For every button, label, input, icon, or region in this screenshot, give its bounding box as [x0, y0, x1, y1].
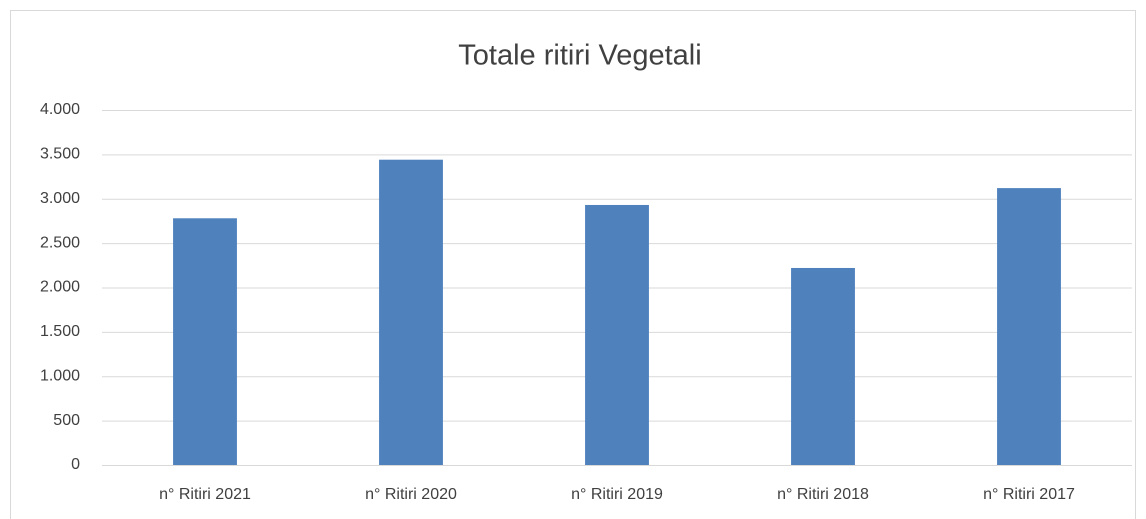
- x-tick-label: n° Ritiri 2021: [159, 486, 251, 503]
- x-tick-label: n° Ritiri 2017: [983, 486, 1075, 503]
- x-tick-label: n° Ritiri 2020: [365, 486, 457, 503]
- y-tick-label: 1.000: [40, 367, 80, 384]
- y-tick-label: 2.500: [40, 234, 80, 251]
- y-tick-label: 2.000: [40, 279, 80, 296]
- y-tick-label: 0: [71, 456, 80, 473]
- y-tick-label: 500: [53, 412, 80, 429]
- x-tick-label: n° Ritiri 2019: [571, 486, 663, 503]
- bar: [585, 204, 649, 465]
- y-tick-label: 3.000: [40, 190, 80, 207]
- y-tick-label: 1.500: [40, 323, 80, 340]
- bar: [791, 267, 855, 465]
- chart-title: Totale ritiri Vegetali: [458, 40, 701, 72]
- bar: [379, 159, 443, 465]
- y-tick-label: 4.000: [40, 101, 80, 118]
- y-tick-label: 3.500: [40, 146, 80, 163]
- x-tick-label: n° Ritiri 2018: [777, 486, 869, 503]
- bar: [997, 188, 1061, 465]
- bar: [173, 218, 237, 465]
